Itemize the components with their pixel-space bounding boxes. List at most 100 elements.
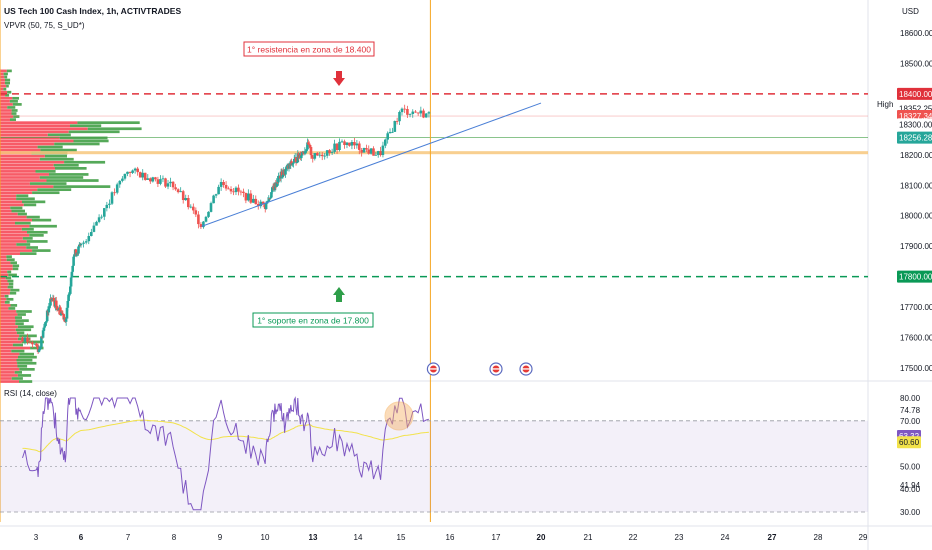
volume-bar-down (0, 267, 13, 271)
rsi-title[interactable]: RSI (14, close) (4, 389, 57, 398)
volume-bar-down (0, 380, 19, 383)
candle-body (388, 132, 392, 134)
volume-bar-down (0, 252, 20, 255)
candle-body (103, 208, 106, 217)
candle-body (280, 171, 284, 178)
support-arrow-icon (333, 287, 345, 302)
volume-bar-down (0, 90, 8, 94)
candle-body (281, 175, 285, 178)
currency-label[interactable]: USD (902, 7, 919, 16)
time-tick-label: 3 (34, 533, 39, 542)
candle-body (212, 195, 215, 204)
volume-bar-up (19, 368, 35, 371)
candle-body (303, 151, 307, 154)
candle-body (267, 198, 271, 201)
volume-bar-up (13, 115, 20, 118)
event-flag-icon[interactable] (489, 362, 503, 376)
volume-bar-up (17, 374, 32, 377)
candle-body (64, 318, 68, 322)
volume-bar-down (0, 358, 17, 362)
event-flag-icon[interactable] (426, 362, 440, 376)
volume-bar-down (0, 264, 13, 268)
symbol-title[interactable]: US Tech 100 Cash Index, 1h, ACTIVTRADES (4, 6, 181, 16)
trendline (201, 102, 542, 227)
volume-bar-down (0, 118, 10, 121)
price-label-tag[interactable]: 18256.28 (897, 131, 932, 144)
volume-bar-up (14, 371, 22, 374)
volume-bar-up (70, 124, 102, 128)
price-label-tag[interactable]: 18400.00 (897, 87, 932, 100)
candle-body (151, 177, 155, 182)
volume-bar-down (0, 191, 33, 195)
volume-bar-down (0, 148, 41, 152)
candle-body (72, 256, 75, 266)
rsi-value-tag[interactable]: 60.60 (897, 436, 921, 449)
price-label-tag[interactable]: 18300.00 (897, 118, 932, 131)
candle-body (28, 341, 32, 343)
volume-bar-up (9, 100, 18, 103)
volume-bar-up (3, 87, 7, 91)
volume-bar-down (0, 319, 16, 322)
volume-bar-up (5, 93, 10, 97)
volume-bar-down (0, 249, 33, 252)
candle-body (309, 147, 313, 156)
time-tick-label: 17 (492, 533, 501, 542)
candle-body (305, 149, 308, 152)
price-tag-text: 18300.00 (899, 120, 932, 129)
volume-bar-down (0, 243, 17, 246)
candle-body (408, 114, 412, 115)
time-tick-label: 23 (675, 533, 684, 542)
volume-bar-down (0, 301, 5, 304)
volume-bar-up (18, 355, 37, 359)
candle-body (169, 181, 172, 184)
candle-body (141, 172, 144, 178)
volume-bar-up (12, 267, 19, 271)
candle-body (62, 314, 65, 320)
volume-bar-up (64, 160, 106, 164)
volume-bar-down (0, 206, 11, 210)
volume-bar-up (10, 304, 18, 307)
volume-bar-down (0, 322, 16, 326)
volume-bar-down (0, 142, 55, 146)
candle-body (411, 111, 415, 114)
volume-bar-up (8, 273, 17, 277)
rsi-tick-label: 30.00 (900, 508, 921, 517)
volume-bar-up (16, 194, 29, 198)
resistance-text: 1° resistencia en zona de 18.400 (247, 45, 371, 55)
support-annotation[interactable]: 1° soporte en zona de 17.800 (252, 312, 374, 328)
candle-body (45, 321, 48, 323)
price-label-tag[interactable]: 17800.00 (897, 270, 932, 283)
volume-bar-down (0, 349, 12, 353)
candle-body (59, 312, 63, 316)
candle-body (271, 187, 274, 193)
vpvr-label[interactable]: VPVR (50, 75, S_UD*) (4, 21, 85, 30)
volume-bar-up (39, 176, 84, 179)
volume-bar-up (7, 285, 14, 289)
resistance-annotation[interactable]: 1° resistencia en zona de 18.400 (243, 41, 375, 57)
candle-body (194, 210, 198, 215)
price-tick-label: 18000.00 (900, 212, 932, 221)
rsi-tick-label: 40.00 (900, 485, 921, 494)
candle-body (131, 170, 134, 173)
volume-bar-up (7, 279, 14, 283)
volume-bar-down (0, 170, 36, 173)
time-tick-label: 9 (218, 533, 223, 542)
candle-body (48, 305, 51, 307)
candle-body (395, 121, 399, 122)
candle-body (164, 178, 167, 187)
price-axis[interactable]: 18600.00 18500.00 18400.00 18300.00 18200.00… (897, 29, 932, 517)
candle-body (214, 194, 218, 196)
event-flag-stripe (429, 368, 437, 370)
volume-bar-down (0, 130, 69, 134)
candle-body (369, 148, 373, 154)
volume-bar-up (44, 154, 67, 158)
candle-body (209, 203, 213, 212)
overlays (201, 102, 542, 376)
price-tag-text: 18256.28 (899, 134, 932, 143)
candle-body (154, 177, 157, 180)
candle-body (398, 112, 401, 122)
candle-body (42, 327, 46, 331)
time-axis[interactable]: 3 6 7 8 9 10 13 14 15 16 17 20 21 22 23 24 27 28 29 (34, 533, 868, 542)
event-flag-icon[interactable] (519, 362, 533, 376)
